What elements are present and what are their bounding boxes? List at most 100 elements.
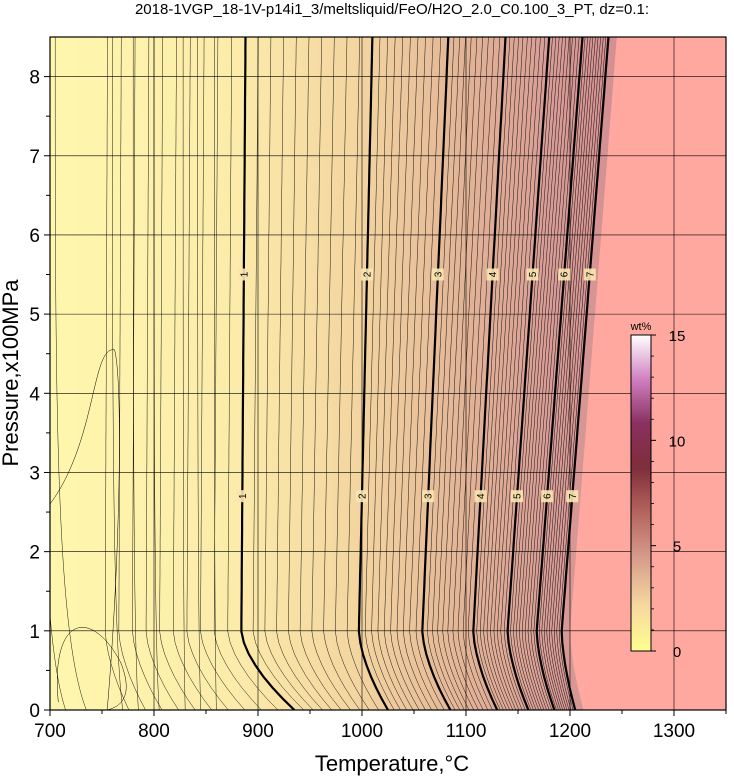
colorbar-tick-label: 15 xyxy=(669,328,686,345)
minor-contour-line xyxy=(546,37,594,710)
minor-contour-line xyxy=(551,37,599,710)
minor-contour-line xyxy=(159,37,196,710)
minor-contour-line xyxy=(288,37,332,710)
contour-label: 7 xyxy=(583,268,596,281)
subsolidus-region xyxy=(50,37,617,710)
minor-contour-line xyxy=(476,37,511,710)
y-tick-label: 6 xyxy=(29,226,40,247)
x-tick-label: 700 xyxy=(34,721,66,742)
minor-contour-line xyxy=(299,37,342,710)
contour-label-text: 5 xyxy=(513,493,524,499)
minor-contour-line xyxy=(493,37,532,710)
x-tick-label: 900 xyxy=(242,721,274,742)
contour-label: 5 xyxy=(526,268,539,281)
colorbar-gradient xyxy=(630,334,652,652)
plot-frame xyxy=(49,36,727,711)
x-tick-label: 1300 xyxy=(653,721,695,742)
contour-label-text: 4 xyxy=(476,493,487,499)
minor-contour-line xyxy=(497,37,537,710)
contour-label-bg xyxy=(474,490,487,503)
y-tick-label: 5 xyxy=(29,305,40,326)
contour-label-bg xyxy=(361,268,373,281)
x-axis-label: Temperature,°C xyxy=(315,751,469,776)
minor-contour-line xyxy=(548,37,596,710)
contour-label-text: 5 xyxy=(528,271,539,277)
minor-contour-line xyxy=(503,37,546,710)
minor-contour-line xyxy=(396,37,426,710)
minor-contour-line xyxy=(384,37,414,710)
minor-contour-line xyxy=(50,612,66,710)
minor-contour-line xyxy=(173,37,212,710)
minor-contour-line xyxy=(145,37,179,710)
y-tick-label: 7 xyxy=(29,147,40,168)
contour-label-text: 3 xyxy=(424,493,435,499)
minor-contour-line xyxy=(516,37,560,710)
minor-contour-line xyxy=(335,37,370,710)
contour-labels: 1 1 2 2 3 3 4 4 5 5 6 6 7 7 xyxy=(236,268,596,503)
minor-contour-line xyxy=(409,37,439,710)
x-tick-label: 1000 xyxy=(341,721,383,742)
major-contour-line xyxy=(357,37,389,710)
y-axis-label: Pressure,x100MPa xyxy=(0,279,23,467)
contour-label-bg xyxy=(486,268,499,281)
minor-contour-line xyxy=(437,37,466,710)
contour-label-text: 7 xyxy=(568,493,579,499)
contour-label-text: 6 xyxy=(543,493,554,499)
contour-label: 4 xyxy=(474,490,487,503)
minor-contour-line xyxy=(118,37,146,710)
minor-contour-line xyxy=(390,37,420,710)
contour-label: 2 xyxy=(355,490,368,503)
x-tick-label: 800 xyxy=(138,721,170,742)
minor-contours xyxy=(50,37,607,710)
contour-label: 1 xyxy=(237,268,250,281)
colorbar-title: wt% xyxy=(630,321,652,333)
minor-contour-line xyxy=(371,37,401,710)
major-contour-line xyxy=(421,37,452,710)
y-tick-label: 3 xyxy=(29,463,40,484)
minor-contour-line xyxy=(377,37,407,710)
x-axis: 700 800 900 1000 1100 1200 1300 xyxy=(34,710,727,742)
contour-label: 3 xyxy=(431,268,444,281)
major-contour-line xyxy=(506,37,551,710)
contour-label-bg xyxy=(526,268,539,281)
contour-label: 4 xyxy=(486,268,499,281)
minor-contour-line xyxy=(553,37,601,710)
minor-contour-line xyxy=(427,37,456,710)
contour-label-bg xyxy=(422,490,435,503)
contour-label-text: 6 xyxy=(560,271,571,277)
minor-contour-line xyxy=(519,37,563,710)
minor-contour-line xyxy=(558,37,607,710)
minor-contour-line xyxy=(483,37,519,710)
contour-label-text: 4 xyxy=(488,271,499,277)
contour-label-text: 1 xyxy=(238,493,249,499)
minor-contour-line xyxy=(403,37,432,710)
contour-label: 6 xyxy=(541,490,554,503)
minor-contour-line xyxy=(364,37,395,710)
y-tick-label: 1 xyxy=(29,622,40,643)
minor-contour-line xyxy=(54,37,87,710)
y-axis: 0 1 2 3 4 5 6 7 8 xyxy=(29,68,50,722)
minor-contour-line xyxy=(527,37,573,710)
minor-contour-line xyxy=(415,37,445,710)
y-tick-label: 2 xyxy=(29,543,40,564)
major-contour-line xyxy=(560,37,610,710)
minor-contour-line xyxy=(197,37,202,710)
minor-contour-line xyxy=(104,37,130,710)
minor-contour-line xyxy=(457,37,489,710)
minor-contour-line xyxy=(227,37,279,710)
colorbar-tick-label: 5 xyxy=(673,539,681,556)
minor-contour-line xyxy=(467,37,501,710)
grid xyxy=(50,37,726,710)
contour-label: 2 xyxy=(361,268,374,281)
minor-contour-line xyxy=(264,37,314,710)
minor-contour-line xyxy=(541,37,588,710)
minor-contour-line xyxy=(530,37,577,710)
contour-label-bg xyxy=(541,490,554,503)
contour-label-bg xyxy=(431,268,444,281)
contour-label-text: 3 xyxy=(433,271,444,277)
contour-label-bg xyxy=(558,268,571,281)
minor-contour-line xyxy=(490,37,528,710)
minor-contour-line xyxy=(486,37,524,710)
colorbar-tick-label: 0 xyxy=(673,644,681,661)
contour-label-bg xyxy=(237,268,250,281)
